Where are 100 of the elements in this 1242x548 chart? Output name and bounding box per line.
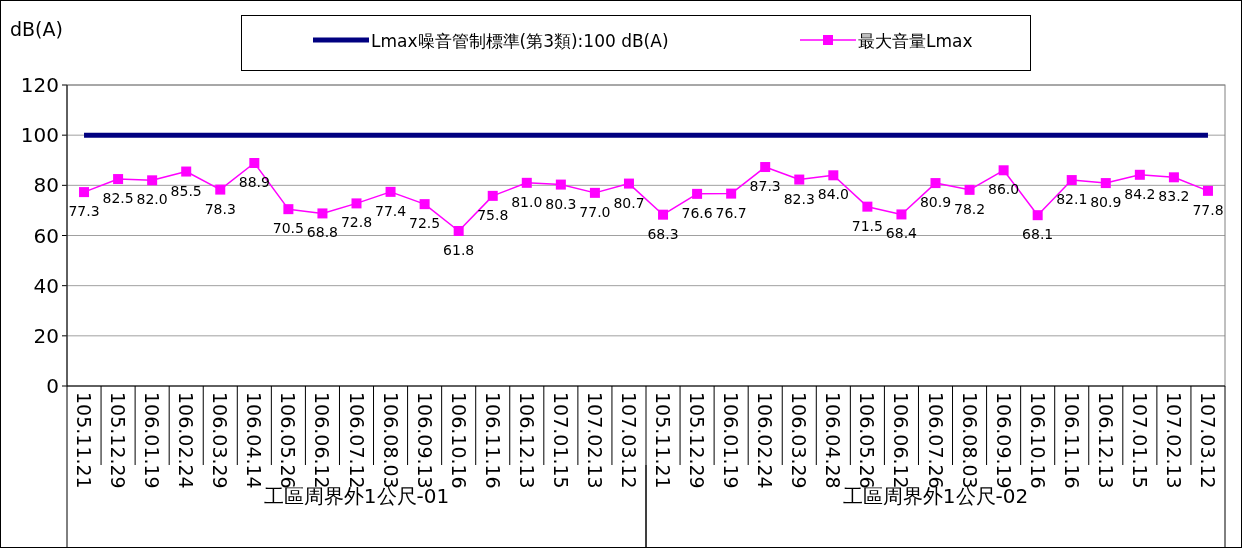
point	[896, 209, 907, 220]
point	[1100, 178, 1111, 189]
legend-label: Lmax噪音管制標準(第3類):100 dB(A)	[371, 31, 669, 51]
data-label: 71.5	[851, 217, 883, 234]
point	[1032, 210, 1043, 221]
data-label: 77.0	[579, 203, 611, 220]
data-label: 77.4	[374, 202, 407, 219]
y-tick-label: 40	[33, 273, 59, 298]
point	[794, 174, 805, 185]
point	[283, 204, 294, 215]
point	[998, 165, 1009, 176]
y-tick-label: 120	[20, 73, 59, 97]
data-label: 87.3	[749, 178, 781, 195]
point	[317, 208, 328, 219]
x-tick-label: 106.10.16	[447, 392, 470, 489]
point	[760, 162, 771, 173]
x-tick-label: 105.12.29	[686, 392, 709, 489]
data-label: 82.3	[783, 190, 815, 207]
x-tick-label: 106.11.16	[481, 392, 504, 489]
x-tick-label: 106.10.16	[1026, 392, 1049, 489]
point	[385, 186, 396, 197]
x-tick-label: 106.02.24	[754, 392, 777, 489]
data-label: 68.4	[885, 225, 918, 242]
data-label: 78.3	[204, 200, 236, 217]
x-tick-label: 106.09.13	[413, 392, 436, 489]
x-tick-label: 107.03.12	[617, 392, 640, 489]
data-label: 70.5	[272, 220, 304, 237]
data-label: 82.0	[136, 191, 168, 208]
x-tick-label: 106.12.13	[515, 392, 538, 489]
x-tick-label: 106.01.19	[720, 392, 743, 489]
point	[589, 187, 600, 198]
data-label: 78.2	[953, 200, 986, 217]
data-label: 72.8	[340, 214, 373, 231]
data-label: 77.8	[1192, 201, 1224, 218]
data-label: 85.5	[170, 182, 202, 199]
x-tick-label: 107.02.13	[1162, 392, 1185, 489]
point	[964, 184, 975, 195]
x-tick-label: 105.11.21	[73, 392, 96, 489]
point	[79, 187, 90, 198]
y-tick-label: 0	[46, 374, 59, 398]
y-tick-label: 80	[33, 173, 59, 198]
x-tick-label: 106.11.16	[1060, 392, 1083, 489]
data-label: 76.6	[681, 204, 713, 221]
point	[828, 170, 839, 181]
point	[658, 209, 669, 220]
x-tick-label: 106.04.28	[822, 392, 845, 489]
point	[930, 178, 941, 189]
data-label: 68.8	[306, 224, 339, 241]
x-tick-label: 106.03.29	[788, 392, 811, 489]
point	[419, 199, 430, 210]
point	[249, 158, 260, 169]
data-label: 80.3	[545, 195, 577, 212]
x-tick-label: 105.12.29	[107, 392, 130, 489]
point	[487, 190, 498, 201]
data-label: 72.5	[409, 215, 441, 232]
y-tick-label: 100	[20, 123, 59, 148]
data-label: 80.9	[1090, 194, 1122, 211]
data-label: 80.7	[613, 194, 645, 211]
x-tick-label: 107.01.15	[549, 392, 572, 489]
x-tick-label: 107.03.12	[1196, 392, 1219, 489]
data-label: 88.9	[238, 174, 270, 191]
data-label: 75.8	[477, 206, 509, 223]
data-label: 61.8	[443, 241, 475, 258]
point	[555, 179, 566, 190]
data-label: 68.1	[1022, 226, 1054, 243]
x-tick-label: 106.01.19	[141, 392, 164, 489]
point	[181, 166, 192, 177]
data-label: 82.5	[102, 190, 134, 207]
x-tick-label: 106.02.24	[175, 392, 198, 489]
y-axis-title: dB(A)	[10, 18, 63, 40]
data-label: 83.2	[1158, 188, 1190, 205]
data-label: 76.7	[715, 204, 747, 221]
data-label: 81.0	[511, 193, 543, 210]
x-tick-label: 106.12.13	[1094, 392, 1117, 489]
data-label: 82.1	[1056, 191, 1088, 208]
y-tick-label: 60	[33, 223, 59, 248]
point	[1202, 185, 1213, 196]
x-tick-label: 106.03.29	[209, 392, 232, 489]
legend-label: 最大音量Lmax	[858, 31, 973, 51]
point	[521, 177, 532, 188]
point	[692, 188, 703, 199]
data-label: 86.0	[988, 181, 1020, 198]
y-tick-label: 20	[33, 323, 59, 348]
point	[351, 198, 362, 209]
point	[1168, 172, 1179, 183]
data-label: 77.3	[68, 203, 100, 220]
data-label: 84.0	[817, 186, 849, 203]
point	[453, 225, 464, 236]
point	[215, 184, 226, 195]
point	[1066, 175, 1077, 186]
point	[147, 175, 158, 186]
x-tick-label: 107.02.13	[583, 392, 606, 489]
x-tick-label: 105.11.21	[652, 392, 675, 489]
data-label: 80.9	[919, 194, 952, 211]
x-tick-label: 106.09.19	[992, 392, 1015, 489]
point	[623, 178, 634, 189]
data-label: 84.2	[1124, 185, 1156, 202]
point	[862, 201, 873, 212]
point	[726, 188, 737, 199]
point	[1134, 169, 1145, 180]
